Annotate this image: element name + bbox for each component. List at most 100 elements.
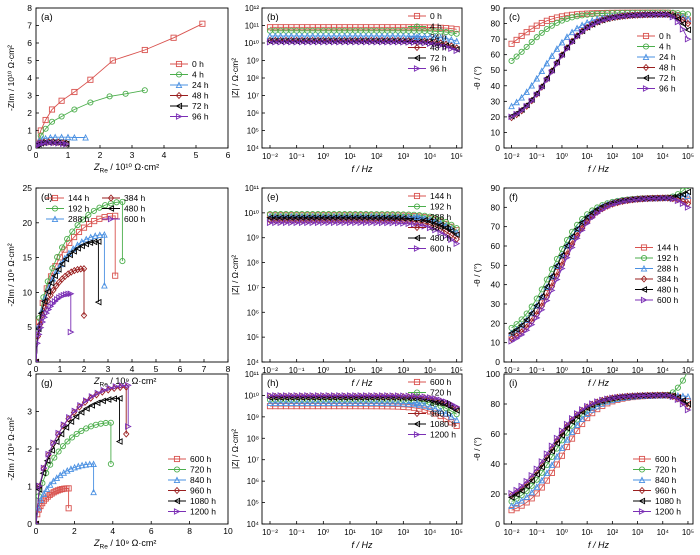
data-point: [277, 216, 284, 225]
data-point: [78, 461, 86, 469]
data-point: [588, 406, 596, 413]
data-point: [70, 247, 77, 255]
data-point: [649, 391, 657, 399]
data-point: [634, 11, 642, 19]
data-point: [533, 301, 541, 309]
data-point: [563, 242, 571, 249]
data-point: [389, 38, 397, 46]
data-point: [448, 412, 455, 420]
data-point: [579, 406, 586, 413]
data-point: [90, 207, 97, 214]
data-point: [548, 447, 555, 455]
legend-marker: [638, 455, 646, 463]
data-point: [266, 399, 274, 406]
data-point: [41, 313, 49, 321]
data-point: [60, 140, 67, 148]
data-point: [58, 113, 65, 120]
legend-marker: [413, 54, 421, 62]
legend-marker: [640, 264, 648, 272]
data-point: [659, 11, 667, 18]
data-point: [39, 318, 47, 326]
data-point: [282, 38, 290, 46]
legend-marker: [640, 244, 648, 251]
y-tick-label: 10⁷: [247, 456, 259, 465]
data-point: [58, 260, 66, 268]
data-point: [437, 229, 445, 237]
data-point: [574, 234, 581, 242]
data-point: [51, 133, 59, 141]
plot-frame: [503, 7, 694, 149]
data-point: [272, 38, 279, 46]
data-point: [314, 38, 322, 46]
data-point: [389, 32, 396, 40]
data-point: [325, 216, 332, 225]
data-point: [87, 233, 95, 241]
data-point: [42, 125, 49, 132]
x-tick-label: 7: [202, 364, 207, 374]
data-point: [346, 32, 354, 40]
data-point: [442, 409, 450, 417]
data-point: [664, 10, 671, 19]
data-point: [684, 406, 692, 414]
data-point: [373, 38, 381, 46]
y-tick-label: 80: [491, 399, 501, 409]
legend-entry: 384 h: [430, 223, 452, 233]
data-point: [573, 225, 581, 233]
data-point: [437, 216, 444, 223]
data-point: [320, 399, 327, 406]
data-point: [400, 399, 407, 407]
y-tick-label: 10⁷: [247, 92, 259, 101]
data-point: [437, 396, 445, 404]
y-axis-label: -θ / (°): [472, 263, 482, 287]
series-4h: [36, 87, 148, 148]
data-point: [71, 106, 78, 113]
data-point: [112, 212, 119, 219]
legend-entry: 4 h: [192, 70, 204, 80]
data-point: [664, 11, 672, 19]
data-point: [548, 442, 556, 450]
x-axis-label: f / Hz: [351, 378, 373, 388]
legend-entry: 96 h: [430, 64, 447, 74]
legend-marker: [175, 81, 183, 89]
y-tick-label: 10⁴: [247, 520, 260, 529]
y-tick-label: 60: [491, 429, 501, 439]
data-point: [384, 32, 391, 40]
data-point: [282, 216, 290, 225]
data-point: [272, 32, 279, 40]
data-point: [96, 231, 104, 238]
y-tick-label: 20: [23, 218, 33, 228]
legend-entry: 4 h: [430, 22, 442, 32]
data-point: [341, 32, 348, 40]
data-point: [288, 399, 295, 406]
data-point: [679, 20, 686, 28]
series-line: [37, 23, 203, 143]
data-point: [48, 447, 55, 454]
data-point: [548, 266, 555, 273]
data-point: [54, 266, 62, 273]
x-tick-label: 0: [34, 364, 39, 374]
data-point: [426, 218, 434, 225]
data-point: [48, 118, 56, 125]
panel-label: (d): [41, 192, 53, 203]
series-600h: [36, 290, 75, 362]
y-tick-label: 10¹⁰: [244, 39, 259, 48]
x-tick-label: 10³: [398, 152, 410, 161]
data-point: [538, 306, 546, 314]
data-point: [394, 219, 402, 227]
data-point: [553, 45, 561, 52]
y-tick-label: 10¹²: [245, 4, 260, 13]
data-point: [543, 59, 551, 67]
data-point: [664, 391, 672, 399]
data-point: [679, 392, 687, 400]
data-point: [82, 133, 89, 141]
data-point: [533, 74, 541, 82]
data-point: [373, 219, 381, 227]
data-point: [513, 499, 520, 507]
data-point: [421, 39, 429, 47]
legend-entry: 96 h: [192, 112, 209, 122]
data-point: [94, 389, 102, 397]
panel-label: (a): [41, 12, 53, 23]
data-area: [507, 374, 692, 514]
legend-marker: [175, 60, 183, 68]
y-tick-label: 0: [495, 357, 500, 367]
